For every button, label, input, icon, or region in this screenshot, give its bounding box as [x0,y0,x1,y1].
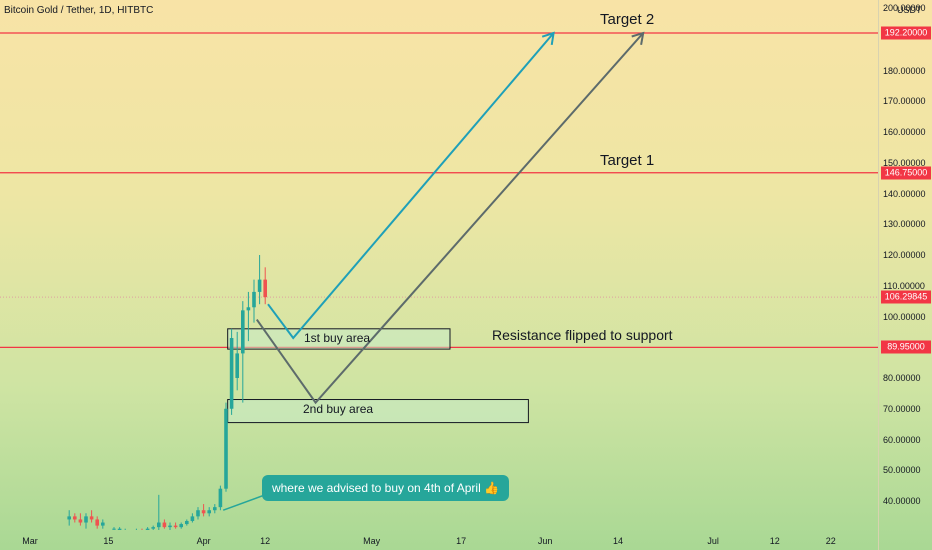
candle-body-25 [218,488,223,508]
time-tick-label: 12 [260,536,271,546]
candle-body-33 [263,279,267,298]
time-tick-label: Apr [196,536,211,546]
target-2-label: Target 2 [600,11,655,28]
buy-area-2-zone [227,399,529,424]
candle-body-7 [112,528,116,530]
currency-label: USDT [897,5,922,15]
price-tag: 106.29845 [881,290,931,304]
price-tick-label: 110.00000 [883,280,925,291]
time-tick-label: 15 [103,536,114,546]
price-tick-label: 140.00000 [883,188,926,199]
price-tick-label: 100.00000 [883,311,926,322]
time-tick-label: 22 [825,536,836,546]
candle-body-14 [157,522,161,528]
candle-body-21 [196,510,200,517]
buy-advice-callout: where we advised to buy on 4th of April … [262,475,509,501]
price-tag: 89.95000 [881,340,931,354]
price-tick-label-top: 200.00000 [883,3,926,13]
target-1-label: Target 1 [600,152,655,169]
candle-body-24 [213,507,217,511]
candle-body-30 [246,307,251,311]
candle-body-19 [185,520,189,525]
target-2-path-blue [267,32,555,340]
candle-body-8 [117,528,122,530]
chart-title: Bitcoin Gold / Tether, 1D, HITBTC [4,5,154,16]
price-tick-label: 180.00000 [883,65,926,76]
price-tick-label: 130.00000 [883,219,926,230]
price-tick-label: 120.00000 [883,250,926,260]
candle-body-17 [173,525,178,528]
time-tick-label: 17 [456,536,467,546]
target-2-path-gray [255,32,644,405]
price-tick-label: 50.00000 [883,465,921,476]
candle-body-18 [179,524,183,528]
candle-body-23 [207,510,211,514]
candle-body-1 [73,516,77,520]
candle-body-31 [252,291,256,308]
candle-body-20 [190,516,195,521]
price-axis[interactable]: 200.00000 USDT 180.00000 170.00000 160.000… [878,0,932,550]
candle-body-4 [89,516,94,520]
time-tick-label: Jul [707,536,719,546]
candle-body-3 [84,516,88,523]
time-tick-label: 12 [769,536,780,546]
time-axis[interactable]: Mar 15 Apr 12 May 17 Jun 14 Jul 12 22 [0,530,878,550]
price-tick-label: 150.00000 [883,157,926,168]
target-2-arrowhead-blue [541,31,555,46]
candle-body-32 [257,279,262,292]
buy-area-1-label: 1st buy area [304,331,371,345]
price-tag: 192.20000 [881,26,931,40]
price-tag: 146.75000 [881,166,931,180]
price-tick-label: 40.00000 [883,496,921,506]
candle-body-28 [235,353,239,379]
candle-body-27 [229,338,234,409]
candle-body-12 [145,528,150,530]
candle-body-6 [101,522,105,526]
price-chart[interactable] [0,0,878,530]
time-tick-label: May [363,536,381,546]
candle-body-16 [168,525,172,528]
candle-body-15 [162,522,167,528]
price-tick-label: 70.00000 [883,403,921,414]
buy-area-2-label: 2nd buy area [303,402,374,416]
candle-body-26 [224,408,228,489]
candle-body-5 [95,519,99,526]
price-tick-label: 60.00000 [883,434,921,445]
time-tick-label: Mar [22,536,38,546]
price-tick-label: 80.00000 [883,373,921,383]
candle-body-0 [67,516,71,520]
price-tick-label: 160.00000 [883,127,926,137]
time-tick-label: 14 [612,536,624,546]
target-2-arrowhead-gray [631,31,645,45]
candle-body-2 [78,519,83,523]
price-tick-label: 170.00000 [883,96,926,107]
candle-body-29 [241,310,245,354]
time-tick-label: Jun [537,536,553,546]
candle-body-22 [201,510,206,514]
candle-body-13 [151,527,155,529]
buy-area-1-zone [227,328,451,350]
resistance-label: Resistance flipped to support [492,327,673,343]
